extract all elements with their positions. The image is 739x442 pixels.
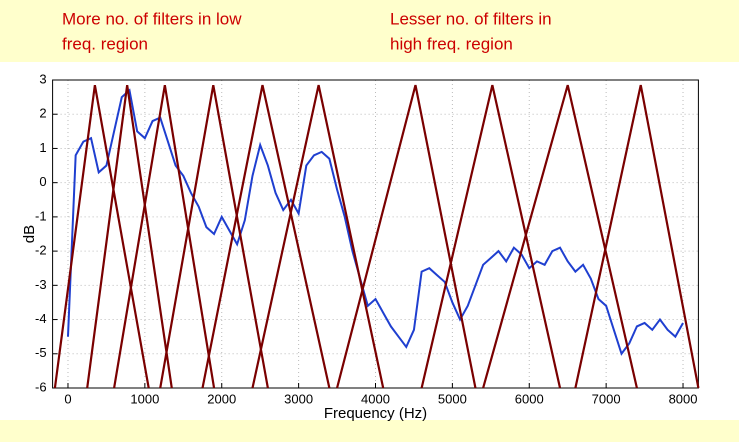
y-tick-label: 2 xyxy=(39,106,46,121)
y-tick-label: -3 xyxy=(35,277,47,292)
y-tick-label: -6 xyxy=(35,379,47,394)
x-tick-label: 7000 xyxy=(592,391,621,406)
x-tick-label: 0 xyxy=(64,391,71,406)
filter-triangle xyxy=(574,84,700,389)
plot-background xyxy=(0,62,739,420)
x-axis-label: Frequency (Hz) xyxy=(324,405,427,422)
annotation: high freq. region xyxy=(390,34,513,53)
annotation: Lesser no. of filters in xyxy=(390,9,552,28)
filter-triangle xyxy=(420,84,562,389)
x-tick-label: 3000 xyxy=(284,391,313,406)
filter-triangle xyxy=(159,84,269,389)
filter-triangle xyxy=(335,84,477,389)
y-tick-label: 3 xyxy=(39,71,46,86)
x-tick-label: 6000 xyxy=(515,391,544,406)
y-tick-label: -5 xyxy=(35,345,47,360)
x-tick-label: 8000 xyxy=(669,391,698,406)
x-tick-label: 2000 xyxy=(207,391,236,406)
plot-frame xyxy=(52,79,699,389)
annotation: freq. region xyxy=(62,34,148,53)
x-tick-label: 1000 xyxy=(130,391,159,406)
y-axis-label: dB xyxy=(21,225,38,243)
y-tick-label: -2 xyxy=(35,243,47,258)
y-tick-label: -4 xyxy=(35,311,47,326)
y-tick-label: -1 xyxy=(35,208,47,223)
filter-triangle xyxy=(482,84,638,389)
filter-triangle xyxy=(251,84,385,389)
annotation: More no. of filters in low xyxy=(62,9,242,28)
filter-triangle xyxy=(201,84,331,389)
filter-triangle xyxy=(113,84,216,389)
x-tick-label: 4000 xyxy=(361,391,390,406)
spectrum-line xyxy=(66,88,684,356)
y-tick-label: 1 xyxy=(39,140,46,155)
x-tick-label: 5000 xyxy=(438,391,467,406)
y-tick-label: 0 xyxy=(39,174,46,189)
filter-triangle xyxy=(86,84,173,389)
